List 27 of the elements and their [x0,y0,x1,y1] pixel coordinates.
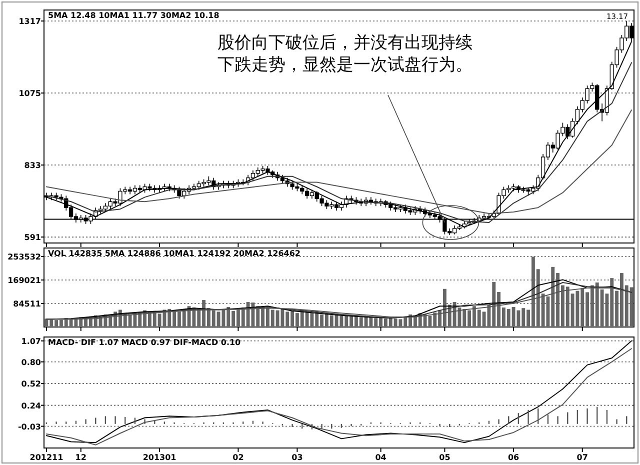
x-tick-label: 12 [75,453,86,462]
x-tick-label: 201211 [30,453,64,462]
y-tick-label: 1.07 [21,336,41,346]
y-tick-label: 0.52 [21,380,41,389]
line-series [46,109,632,214]
y-tick-label: 833 [24,161,41,170]
y-tick-label: 1075 [18,89,42,98]
annotation: 股价向下破位后，并没有出现持续下跌走势，显然是一次试盘行为。 [218,33,472,75]
annotation: 5MA 12.48 10MA1 11.77 30MA2 10.18 [48,11,220,20]
annotation: VOL 142835 5MA 124886 10MA1 124192 20MA2 126462 [48,249,300,258]
x-tick-label: 06 [508,453,520,462]
y-tick-label: 0.24 [21,401,42,410]
annotation: MACD- DIF 1.07 MACD 0.97 DIF-MACD 0.10 [48,338,242,347]
x-tick-label: 07 [576,453,588,462]
y-tick-label: 591 [24,233,42,242]
y-tick-label: -0.03 [18,422,41,432]
x-tick-label: 03 [292,453,303,462]
x-tick-label: 05 [439,453,451,462]
y-tick-label: 1317 [18,17,41,26]
x-tick-label: 201301 [142,453,177,462]
y-tick-label: 0.80 [21,358,42,367]
y-tick-label: 169021 [8,276,42,285]
x-tick-label: 02 [232,453,244,462]
y-tick-label: 253532 [8,252,41,262]
line-series [46,288,632,320]
y-tick-label: 84511 [13,299,42,308]
x-tick-label: 04 [375,453,387,462]
